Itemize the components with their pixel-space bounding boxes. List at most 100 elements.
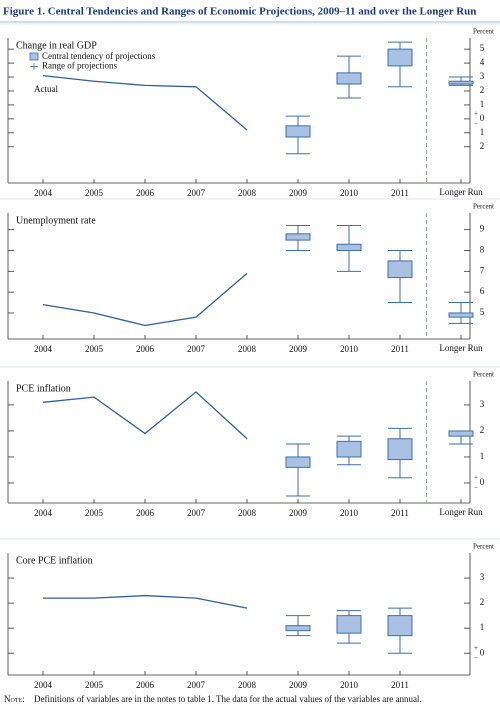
x-tick-label: 2005 [85, 508, 104, 518]
x-tick-label: 2011 [391, 508, 409, 518]
x-tick-label: 2010 [340, 680, 359, 690]
sign-minus: − [474, 654, 478, 662]
central-tendency-box [387, 615, 413, 637]
x-tick-label: 2006 [136, 188, 155, 198]
central-tendency-box [285, 625, 311, 632]
y-tick-label: 1 [480, 127, 485, 137]
central-tendency-box [387, 48, 413, 67]
x-tick-label-box: Longer Run [439, 343, 483, 353]
x-tick-label: Longer Run [439, 343, 483, 353]
x-tick-label: 2010 [340, 508, 359, 518]
x-tick-label: 2008 [238, 344, 257, 354]
y-axis-label: Percent [473, 371, 494, 379]
y-tick-label: 3 [480, 572, 485, 582]
x-tick-label: 2009 [289, 680, 308, 690]
x-tick-label: 2007 [187, 680, 206, 690]
x-tick-label: 2011 [391, 344, 409, 354]
central-tendency-box [285, 456, 311, 468]
y-tick-label: 1 [480, 622, 485, 632]
x-tick-label: 2007 [187, 508, 206, 518]
x-tick-label: 2005 [85, 344, 104, 354]
panel-title: PCE inflation [16, 383, 71, 394]
x-tick-label: 2011 [391, 680, 409, 690]
central-tendency-box [336, 440, 362, 458]
central-tendency-box [336, 243, 362, 251]
sign-minus: − [474, 119, 478, 127]
x-tick-label: 2004 [34, 508, 53, 518]
x-tick-label: 2004 [34, 188, 53, 198]
central-tendency-box [448, 312, 474, 318]
y-tick-label: 1 [480, 451, 485, 461]
y-tick-label: 2 [480, 85, 485, 95]
note-label: Note: [4, 694, 25, 704]
x-tick-label: 2005 [85, 188, 104, 198]
x-tick-label: 2010 [340, 344, 359, 354]
legend-box-icon [29, 52, 39, 61]
panel-title: Unemployment rate [16, 215, 96, 226]
x-tick-label-box: Longer Run [439, 507, 483, 517]
y-tick-label: 0 [480, 647, 485, 657]
x-tick-label: 2008 [238, 188, 257, 198]
x-tick-label: 2010 [340, 188, 359, 198]
x-tick-label: 2007 [187, 344, 206, 354]
x-tick-label: 2007 [187, 188, 206, 198]
y-tick-label: 9 [480, 224, 485, 234]
y-tick-label: 2 [480, 141, 485, 151]
x-tick-label: 2005 [85, 680, 104, 690]
y-tick-label: 2 [480, 425, 485, 435]
actual-line [42, 74, 248, 131]
actual-line [42, 391, 248, 440]
central-tendency-box [336, 615, 362, 634]
sign-plus: + [474, 474, 478, 482]
x-tick-label: 2008 [238, 680, 257, 690]
y-tick-label: 5 [480, 307, 485, 317]
legend-entry: Central tendency of projections [42, 51, 156, 61]
y-tick-label: 0 [480, 477, 485, 487]
central-tendency-box [448, 80, 474, 85]
y-tick-label: 0 [480, 113, 485, 123]
y-axis-label: Percent [473, 28, 494, 36]
x-tick-label: 2006 [136, 680, 155, 690]
y-tick-label: 3 [480, 71, 485, 81]
y-tick-label: 4 [480, 57, 485, 67]
actual-annotation: Actual [34, 84, 58, 94]
central-tendency-box [387, 438, 413, 461]
panel-title: Change in real GDP [16, 40, 97, 51]
y-axis-label: Percent [473, 203, 494, 211]
actual-line [42, 272, 248, 327]
y-axis-label: Percent [473, 543, 494, 551]
x-tick-label: 2006 [136, 508, 155, 518]
central-tendency-box [387, 260, 413, 279]
x-tick-label: Longer Run [439, 507, 483, 517]
sign-plus: + [474, 109, 478, 117]
x-tick-label: 2009 [289, 508, 308, 518]
x-tick-label: 2011 [391, 188, 409, 198]
y-tick-label: 1 [480, 99, 485, 109]
legend-entry: Range of projections [42, 61, 117, 71]
x-tick-label: 2006 [136, 344, 155, 354]
central-tendency-box [285, 233, 311, 241]
actual-line [43, 594, 248, 609]
x-tick-label: 2004 [34, 680, 53, 690]
central-tendency-box [285, 125, 311, 138]
sign-plus: + [474, 644, 478, 652]
y-tick-label: 3 [480, 399, 485, 409]
x-tick-label: Longer Run [439, 187, 483, 197]
central-tendency-box [336, 72, 362, 85]
panel-title: Core PCE inflation [16, 555, 93, 566]
x-tick-label: 2004 [34, 344, 53, 354]
y-tick-label: 8 [480, 245, 485, 255]
x-tick-label: 2009 [289, 344, 308, 354]
note: Definitions of variables are in the note… [34, 694, 422, 704]
y-tick-label: 7 [480, 265, 485, 275]
x-tick-label-box: Longer Run [439, 187, 483, 197]
figure-title: Figure 1. Central Tendencies and Ranges … [3, 6, 476, 18]
y-tick-label: 2 [480, 597, 485, 607]
sign-minus: − [474, 484, 478, 492]
y-tick-label: 6 [480, 286, 485, 296]
central-tendency-box [448, 430, 474, 437]
x-tick-label: 2009 [289, 188, 308, 198]
y-tick-label: 5 [480, 43, 485, 53]
